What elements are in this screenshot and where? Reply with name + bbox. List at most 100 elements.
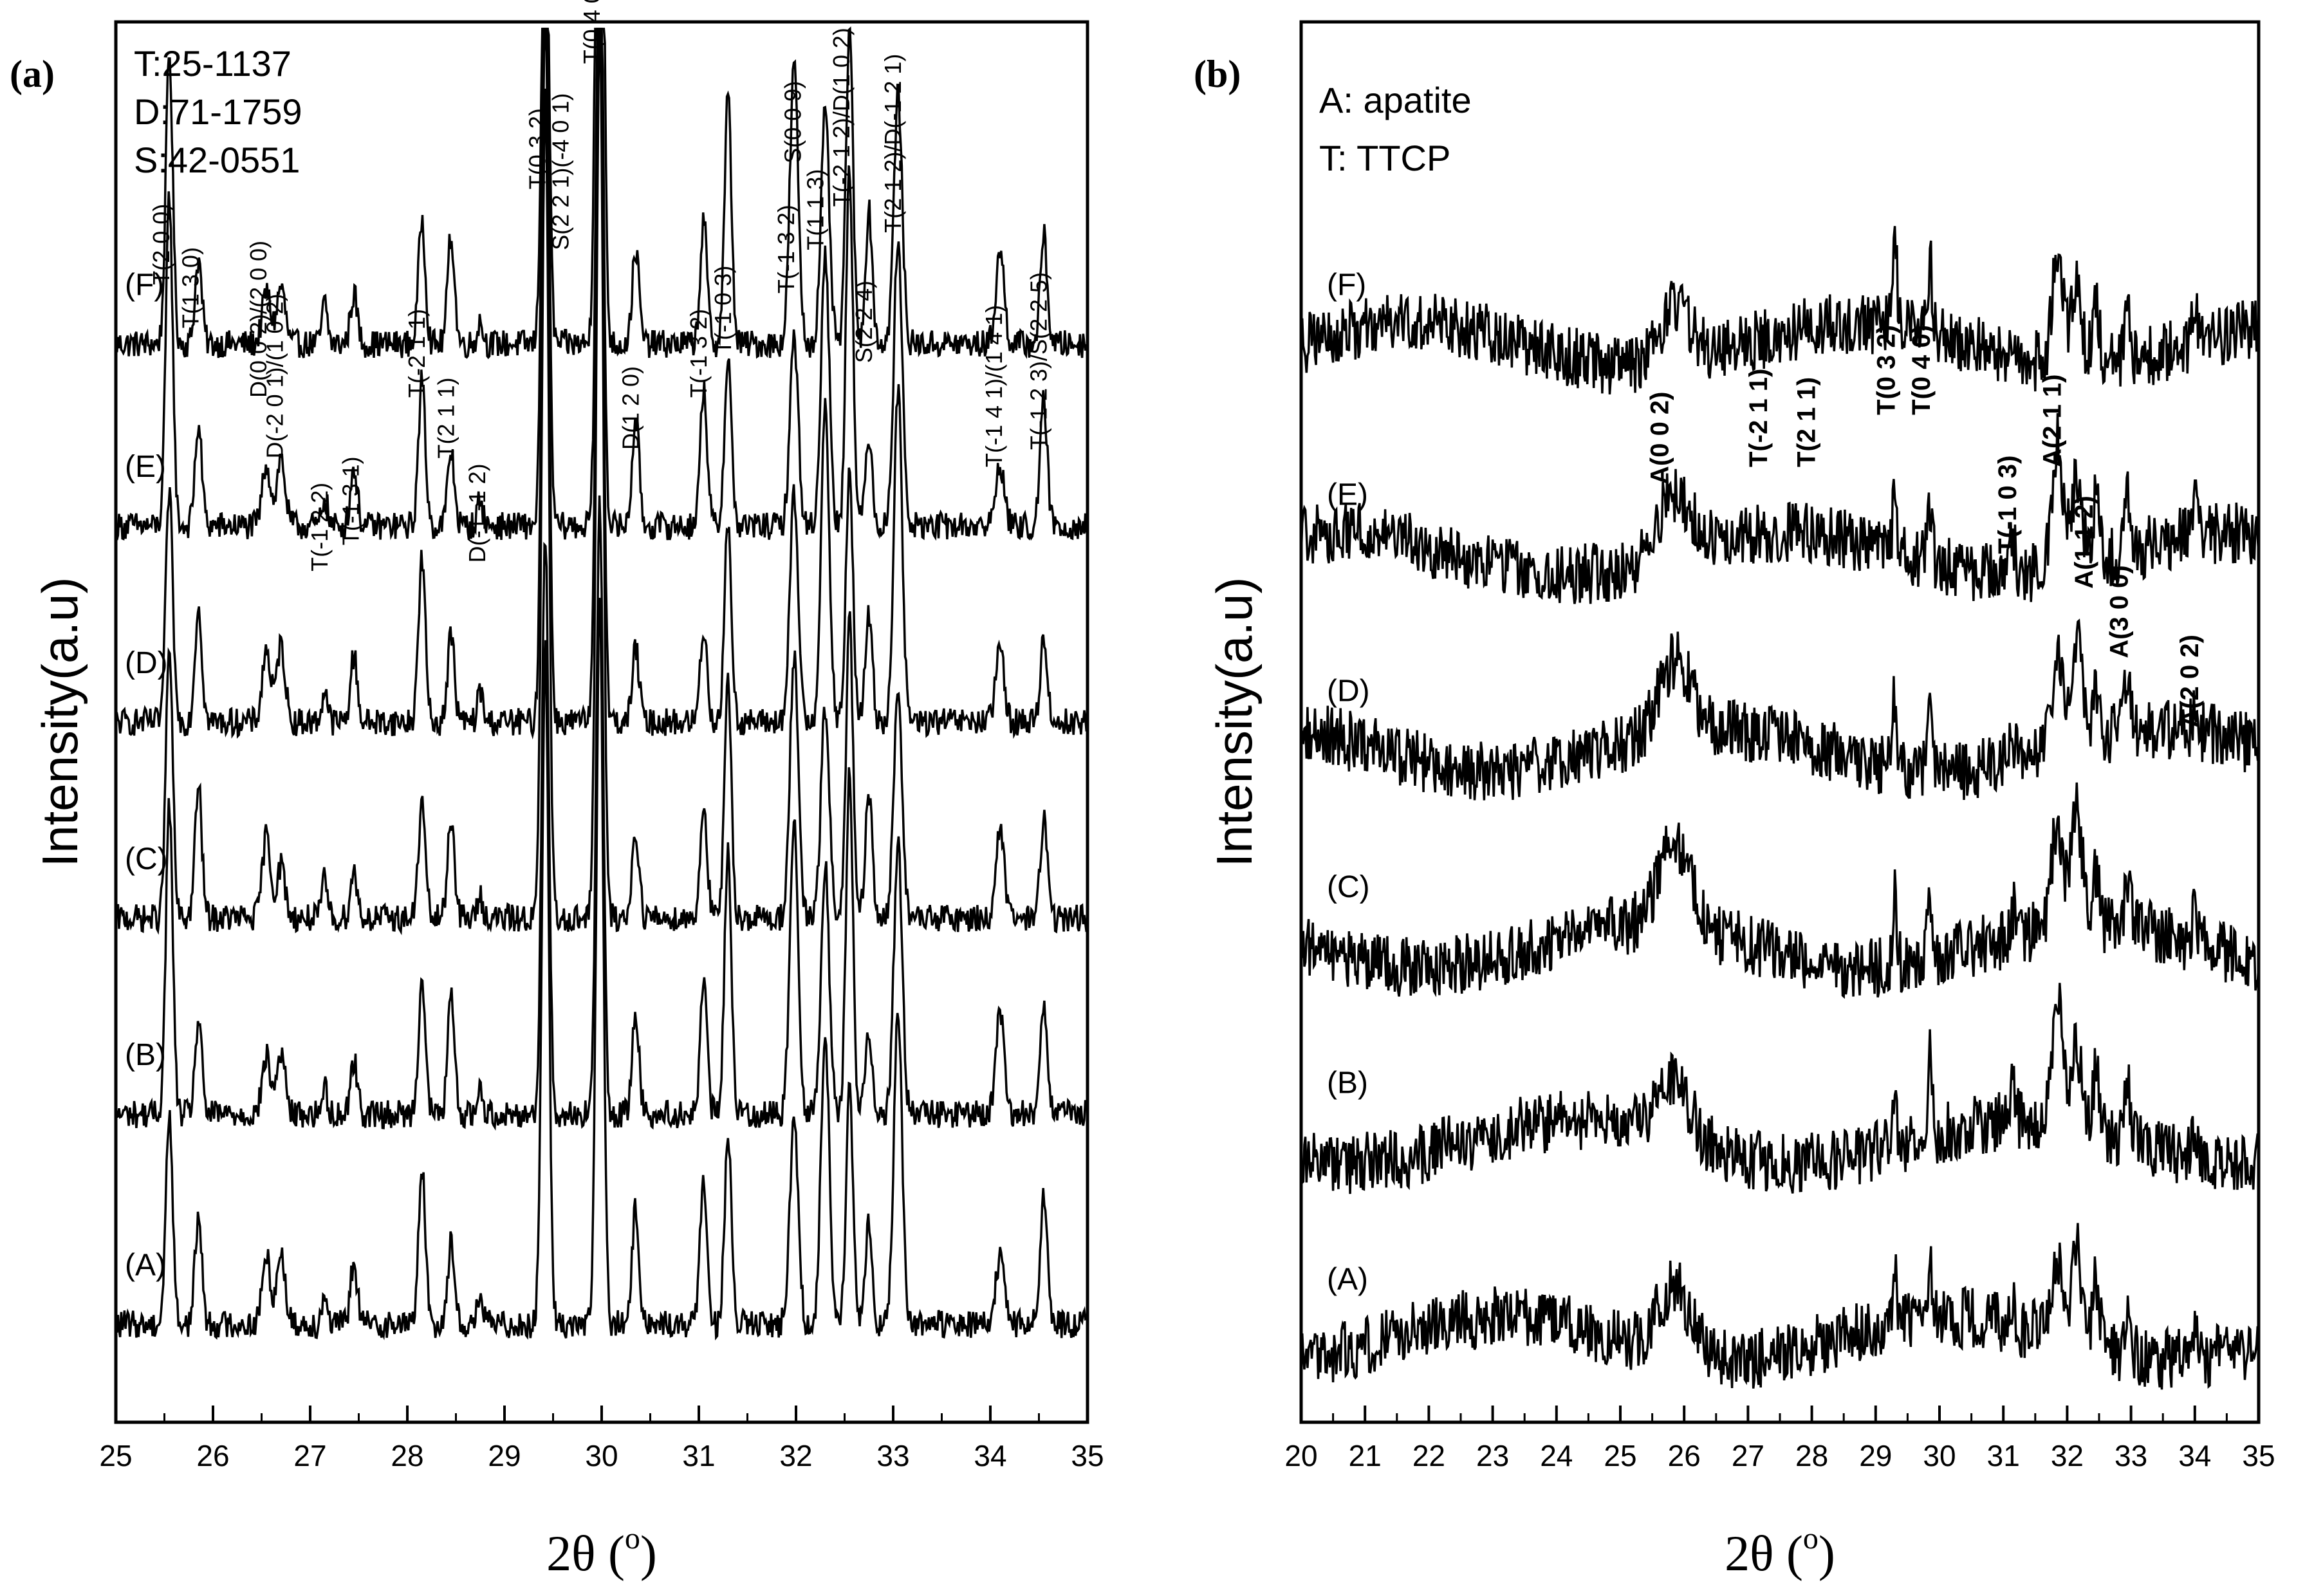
peak-annotation: A(2 0 2) (2176, 635, 2204, 728)
panel-b-x-ticks: 20 21 22 23 24 25 26 27 28 29 30 31 32 33 34 35 (1284, 1406, 2275, 1472)
panel-a-legend: T:25-1137 D:71-1759 S:42-0551 (134, 43, 302, 180)
x-tick-label: 26 (1668, 1439, 1701, 1472)
panel-b-xlabel-degree: o (1803, 1521, 1819, 1555)
peak-annotation: T(1 1 3) (802, 169, 828, 250)
series-line (1300, 782, 2260, 999)
legend-entry: A: apatite (1319, 80, 1472, 120)
panel-a-annotations: T(2 0 0)T(1 3 0) D(0 0 2)/(2 0 0)D(-2 0 1… (148, 0, 1052, 571)
series-label: (F) (1327, 268, 1366, 302)
x-tick-label: 20 (1284, 1439, 1317, 1472)
panel-a: (a) T:25-1137 D:71-1759 S:42-0551 (F) (E)… (10, 0, 1104, 1581)
peak-annotation: T(-1 2 3)/S(2 2 5) (1026, 272, 1052, 450)
panel-a-label: (a) (10, 53, 55, 95)
x-tick-label: 34 (974, 1439, 1006, 1472)
peak-annotation: A(3 0 0) (2106, 565, 2134, 658)
peak-annotation: T(2 1 1) (433, 377, 459, 458)
peak-annotation: D(0 0 2)/(2 0 0) (245, 241, 272, 398)
peak-annotation: T(-1 3 1) (338, 456, 364, 545)
peak-annotation: T(-1 4 1)/(1 4 1) (981, 305, 1007, 467)
series-line (1300, 618, 2260, 801)
x-tick-label: 31 (682, 1439, 715, 1472)
x-tick-label: 28 (391, 1439, 423, 1472)
x-tick-label: 30 (585, 1439, 618, 1472)
x-tick-label: 22 (1412, 1439, 1445, 1472)
x-tick-label: 25 (99, 1439, 132, 1472)
series-label: (E) (125, 450, 166, 484)
series-label: (A) (1327, 1262, 1368, 1296)
panel-a-x-ticks: 25 26 27 28 29 30 31 32 33 34 35 (99, 1406, 1104, 1472)
peak-annotation: T(0 4 0) (1907, 325, 1936, 415)
peak-annotation: T(2 1 2)/D(-1 2 1) (880, 54, 906, 233)
panel-b-xlabel-close: ) (1819, 1525, 1835, 1581)
panel-b-traces (1300, 226, 2260, 1390)
x-tick-label: 24 (1540, 1439, 1573, 1472)
x-tick-label: 29 (1859, 1439, 1892, 1472)
x-tick-label: 35 (1071, 1439, 1104, 1472)
peak-annotation: S(0 0 9) (780, 81, 806, 163)
peak-annotation: A(1 1 2) (2070, 496, 2098, 589)
panel-a-xlabel-degree: o (625, 1521, 640, 1555)
panel-b-xlabel: 2θ (o) (1725, 1521, 1835, 1581)
series-label: (E) (1327, 478, 1368, 512)
series-line (115, 30, 1089, 936)
legend-entry: S:42-0551 (134, 140, 300, 180)
series-label: (D) (125, 646, 168, 680)
panel-a-xlabel-close: ) (640, 1525, 657, 1581)
series-line (1300, 226, 2260, 394)
peak-annotation: S(2 2 4) (851, 281, 877, 363)
peak-annotation: T(-2 1 1) (403, 309, 430, 398)
x-tick-label: 23 (1476, 1439, 1509, 1472)
x-tick-label: 26 (196, 1439, 229, 1472)
peak-annotation: T(2 1 1) (1793, 377, 1821, 467)
series-label: (C) (1327, 870, 1370, 904)
peak-annotation: T(0 4 0) (579, 0, 605, 64)
x-tick-label: 28 (1795, 1439, 1828, 1472)
panel-a-traces (115, 26, 1089, 1341)
series-label: (B) (125, 1038, 166, 1072)
legend-entry: T:25-1137 (134, 43, 292, 84)
peak-annotation: T(-2 1 1) (1745, 369, 1773, 467)
peak-annotation: T(-1 0 3) (1994, 456, 2022, 554)
panel-a-trace-labels: (F) (E) (D) (C) (B) (A) (125, 268, 168, 1282)
series-label: (D) (1327, 674, 1370, 708)
series-line (1300, 413, 2260, 604)
panel-b-label: (b) (1194, 53, 1241, 95)
x-tick-label: 34 (2178, 1439, 2211, 1472)
peak-annotation: T(1 3 0) (177, 247, 203, 328)
peak-annotation: T(-1 3 2) (773, 205, 799, 293)
panel-a-ylabel: Intensity(a.u) (32, 577, 88, 868)
series-line (115, 495, 1089, 1131)
peak-annotation: D(1 2 0) (617, 366, 643, 450)
x-tick-label: 32 (779, 1439, 812, 1472)
x-tick-label: 21 (1349, 1439, 1382, 1472)
peak-annotation: D(-1 -1 2) (464, 463, 490, 562)
panel-a-xlabel-main: 2θ ( (546, 1525, 625, 1581)
peak-annotation: S(2 2 1)(-4 0 1) (548, 93, 574, 250)
series-label: (A) (125, 1248, 166, 1283)
panel-b: (b) A: apatite T: TTCP (F) (E) (D) (C) (B) (A… (1194, 20, 2275, 1581)
x-tick-label: 33 (876, 1439, 909, 1472)
peak-annotation: A(2 1 1) (2039, 375, 2067, 468)
x-tick-label: 27 (1732, 1439, 1764, 1472)
panel-b-legend: A: apatite T: TTCP (1319, 80, 1472, 178)
peak-annotation: T(0 3 2) (1873, 325, 1901, 415)
peak-annotation: A(0 0 2) (1645, 392, 1674, 485)
peak-annotation: T(-2 1 2)/D(1 0 2) (828, 28, 855, 207)
x-tick-label: 25 (1604, 1439, 1636, 1472)
legend-entry: T: TTCP (1319, 138, 1450, 178)
peak-annotation: T(-1 0 3) (710, 266, 736, 355)
peak-annotation: D(-2 0 1)/(1 0 2) (262, 293, 288, 458)
x-tick-label: 27 (293, 1439, 326, 1472)
x-tick-label: 29 (488, 1439, 521, 1472)
series-line (115, 597, 1089, 1341)
peak-annotation: T(2 0 0) (148, 204, 174, 285)
panel-a-xlabel: 2θ (o) (546, 1521, 657, 1581)
series-label: (C) (125, 842, 168, 876)
series-label: (B) (1327, 1066, 1368, 1100)
legend-entry: D:71-1759 (134, 91, 302, 132)
peak-annotation: T(0 3 2) (524, 108, 550, 189)
panel-b-trace-labels: (F) (E) (D) (C) (B) (A) (1327, 268, 1370, 1296)
x-tick-label: 32 (2051, 1439, 2084, 1472)
x-tick-label: 31 (1987, 1439, 2020, 1472)
